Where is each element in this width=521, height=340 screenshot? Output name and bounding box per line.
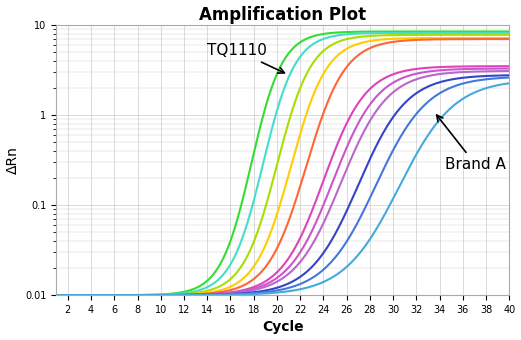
Title: Amplification Plot: Amplification Plot xyxy=(199,5,366,23)
Y-axis label: ΔRn: ΔRn xyxy=(6,146,20,174)
Text: TQ1110: TQ1110 xyxy=(207,43,284,73)
X-axis label: Cycle: Cycle xyxy=(262,320,304,335)
Text: Brand A: Brand A xyxy=(437,115,506,172)
